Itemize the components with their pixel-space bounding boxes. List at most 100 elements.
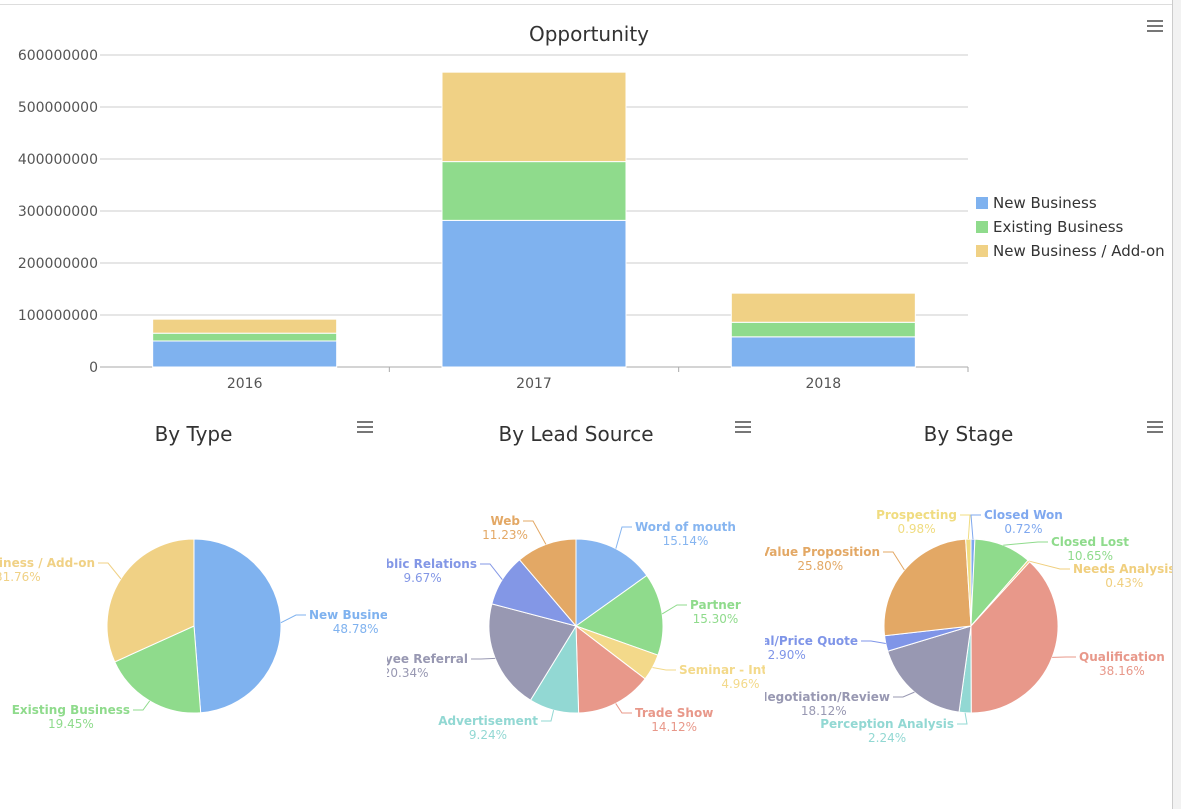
legend-swatch <box>976 197 988 209</box>
slice-percent: 0.98% <box>897 522 935 536</box>
slice-percent: 25.80% <box>797 559 843 573</box>
label-connector <box>133 700 151 711</box>
slice-percent: 31.76% <box>0 570 41 584</box>
label-connector <box>652 667 676 671</box>
slice-percent: 2.90% <box>768 648 806 662</box>
by-stage-title: By Stage <box>923 422 1014 446</box>
pie-slice <box>488 603 577 701</box>
y-tick-label: 200000000 <box>18 256 98 272</box>
slice-label: Closed Won <box>984 508 1063 522</box>
slice-label: New Business / Add-on <box>0 556 95 570</box>
legend-label: New Business / Add-on <box>993 242 1165 260</box>
slice-percent: 15.30% <box>693 612 739 626</box>
pie-slice <box>887 625 972 713</box>
bar-segment <box>441 219 627 368</box>
by-type-menu-icon[interactable] <box>357 421 373 433</box>
bar-segment <box>441 71 627 163</box>
top-border <box>0 4 1172 5</box>
pie-slice <box>193 538 282 714</box>
label-connector <box>523 520 547 545</box>
slice-percent: 38.16% <box>1099 664 1145 678</box>
slice-label: Trade Show <box>635 706 713 720</box>
opportunity-menu-icon[interactable] <box>1147 20 1163 32</box>
legend: New Business Existing Business New Busin… <box>976 191 1165 263</box>
legend-label: Existing Business <box>993 218 1124 236</box>
by-lead-source-panel: By Lead Source Word of mouth 15.14% Partne… <box>387 400 765 800</box>
label-connector <box>615 526 632 549</box>
label-connector <box>957 712 968 725</box>
slice-percent: 18.12% <box>801 704 847 718</box>
slice-label: Proposal/Price Quote <box>765 634 858 648</box>
slice-label: Negotiation/Review <box>765 690 890 704</box>
pie-slice <box>574 574 664 656</box>
slice-label: Perception Analysis <box>820 717 954 731</box>
y-tick-label: 400000000 <box>18 152 98 168</box>
chart-title: Opportunity <box>529 22 649 46</box>
slice-label: Qualification <box>1079 650 1165 664</box>
slice-percent: 15.14% <box>663 534 709 548</box>
y-tick-label: 100000000 <box>18 308 98 324</box>
slice-percent: 0.72% <box>1004 522 1042 536</box>
right-edge <box>1172 0 1181 809</box>
by-stage-menu-icon[interactable] <box>1147 421 1163 433</box>
by-lead-source-menu-icon[interactable] <box>735 421 751 433</box>
label-connector <box>541 709 555 722</box>
slice-percent: 11.23% <box>482 528 528 542</box>
pie-slice <box>518 538 577 628</box>
pie-slice <box>106 538 195 663</box>
legend-item[interactable]: New Business / Add-on <box>976 239 1165 263</box>
slice-percent: 2.24% <box>868 731 906 745</box>
label-connector <box>280 614 306 624</box>
slice-percent: 4.96% <box>721 677 759 691</box>
legend-item[interactable]: New Business <box>976 191 1165 215</box>
slice-label: New Business <box>309 608 387 622</box>
pie-slice <box>970 561 1059 714</box>
by-stage-panel: By Stage Closed Won 0.72% Closed Lost 10.65… <box>765 400 1172 800</box>
y-tick-label: 500000000 <box>18 100 98 116</box>
legend-label: New Business <box>993 194 1097 212</box>
by-lead-source-title: By Lead Source <box>498 422 654 446</box>
label-connector <box>471 657 496 660</box>
by-type-pie: New Business48.78% Existing Business19.45… <box>0 538 387 731</box>
label-connector <box>893 691 915 698</box>
slice-label: Closed Lost <box>1051 535 1129 549</box>
slice-label: Needs Analysis <box>1073 562 1172 576</box>
y-tick-label: 300000000 <box>18 204 98 220</box>
slice-label: Prospecting <box>876 508 957 522</box>
by-type-panel: By Type New Business48.78% Existing Busin… <box>0 400 387 800</box>
label-connector <box>1003 541 1048 546</box>
label-connector <box>883 551 905 571</box>
bar-segment <box>730 292 916 323</box>
legend-swatch <box>976 221 988 233</box>
x-tick-label: 2018 <box>806 376 842 392</box>
slice-label: Existing Business <box>12 703 130 717</box>
bar-segment <box>730 321 916 338</box>
slice-percent: 19.45% <box>48 717 94 731</box>
bar-segment <box>730 336 916 368</box>
label-connector <box>1028 560 1070 570</box>
slice-label: Partner <box>690 598 741 612</box>
label-connector <box>861 640 886 645</box>
slice-label: Employee Referral <box>387 652 468 666</box>
label-connector <box>615 703 632 714</box>
legend-swatch <box>976 245 988 257</box>
legend-item[interactable]: Existing Business <box>976 215 1165 239</box>
bar-segment <box>441 161 627 221</box>
bar-segment <box>152 332 338 342</box>
slice-label: Value Proposition <box>765 545 880 559</box>
label-connector <box>960 514 971 540</box>
pie-slice <box>575 538 648 627</box>
slice-percent: 14.12% <box>651 720 697 734</box>
slice-percent: 0.43% <box>1105 576 1143 590</box>
label-connector <box>98 562 122 580</box>
bar-segment <box>152 340 338 368</box>
slice-label: Seminar - Internal <box>679 663 765 677</box>
by-type-title: By Type <box>154 422 233 446</box>
slice-label: Public Relations <box>387 557 477 571</box>
slice-percent: 9.67% <box>404 571 442 585</box>
label-connector <box>661 604 687 615</box>
pie-slice <box>575 624 646 714</box>
label-connector <box>970 514 981 540</box>
